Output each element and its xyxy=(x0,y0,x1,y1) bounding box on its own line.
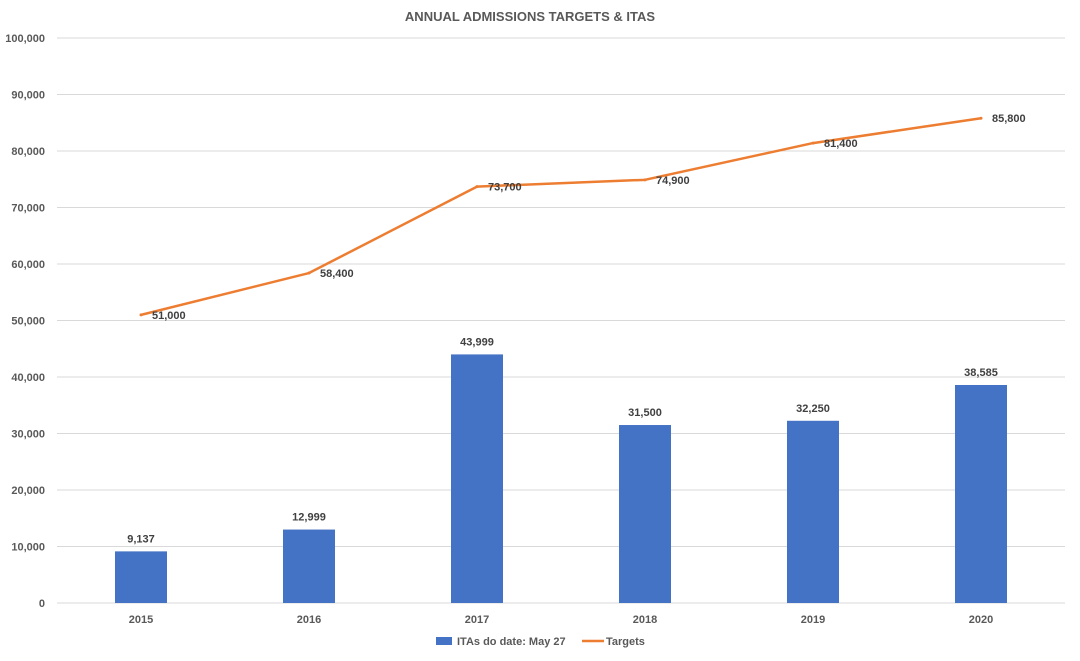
line-data-label: 73,700 xyxy=(488,182,522,194)
bar xyxy=(283,529,335,603)
grid-layer xyxy=(57,37,1065,604)
y-tick-label: 100,000 xyxy=(5,33,45,45)
axis-layer: 0 10,000 20,000 30,000 40,000 50,000 60,000 70,… xyxy=(5,33,993,626)
line-data-label: 58,400 xyxy=(320,268,354,280)
x-tick-label: 2016 xyxy=(297,614,321,626)
bar-layer xyxy=(115,354,1007,603)
targets-line xyxy=(140,116,982,317)
y-tick-label: 40,000 xyxy=(11,372,45,384)
chart-title: ANNUAL ADMISSIONS TARGETS & ITAS xyxy=(405,9,655,24)
bar-data-label: 9,137 xyxy=(127,533,155,545)
x-tick-label: 2017 xyxy=(465,614,489,626)
line-data-label: 51,000 xyxy=(152,310,186,322)
bar xyxy=(787,420,839,603)
bar-data-label: 32,250 xyxy=(796,403,830,415)
x-tick-label: 2018 xyxy=(633,614,657,626)
y-tick-label: 90,000 xyxy=(11,90,45,102)
legend-bar-swatch xyxy=(436,637,452,645)
line-data-label: 85,800 xyxy=(992,113,1026,125)
line-data-label: 74,900 xyxy=(656,175,690,187)
y-tick-label: 60,000 xyxy=(11,259,45,271)
line-point xyxy=(139,313,143,317)
bar xyxy=(955,384,1007,603)
line-layer xyxy=(139,116,983,317)
x-tick-label: 2015 xyxy=(129,614,153,626)
y-tick-label: 50,000 xyxy=(11,316,45,328)
line-point xyxy=(307,271,311,275)
y-tick-label: 0 xyxy=(39,598,45,610)
label-layer: 9,137 12,999 43,999 31,500 32,250 38,585 51,00… xyxy=(127,113,1025,545)
bar xyxy=(619,425,671,603)
y-tick-label: 10,000 xyxy=(11,542,45,554)
y-tick-label: 70,000 xyxy=(11,203,45,215)
bar-data-label: 38,585 xyxy=(964,367,998,379)
line-point xyxy=(643,178,647,182)
y-tick-label: 80,000 xyxy=(11,146,45,158)
legend-label-itas: ITAs do date: May 27 xyxy=(457,636,566,648)
line-point xyxy=(979,116,983,120)
y-tick-label: 30,000 xyxy=(11,429,45,441)
line-data-label: 81,400 xyxy=(824,138,858,150)
line-point xyxy=(811,141,815,145)
bar xyxy=(115,551,167,603)
bar-data-label: 43,999 xyxy=(460,336,494,348)
bar-data-label: 12,999 xyxy=(292,512,326,524)
bar-data-label: 31,500 xyxy=(628,407,662,419)
line-point xyxy=(475,185,479,189)
bar xyxy=(451,354,503,603)
legend-label-targets: Targets xyxy=(606,636,645,648)
x-tick-label: 2019 xyxy=(801,614,825,626)
y-tick-label: 20,000 xyxy=(11,485,45,497)
legend: ITAs do date: May 27 Targets xyxy=(436,636,645,648)
x-tick-label: 2020 xyxy=(969,614,993,626)
